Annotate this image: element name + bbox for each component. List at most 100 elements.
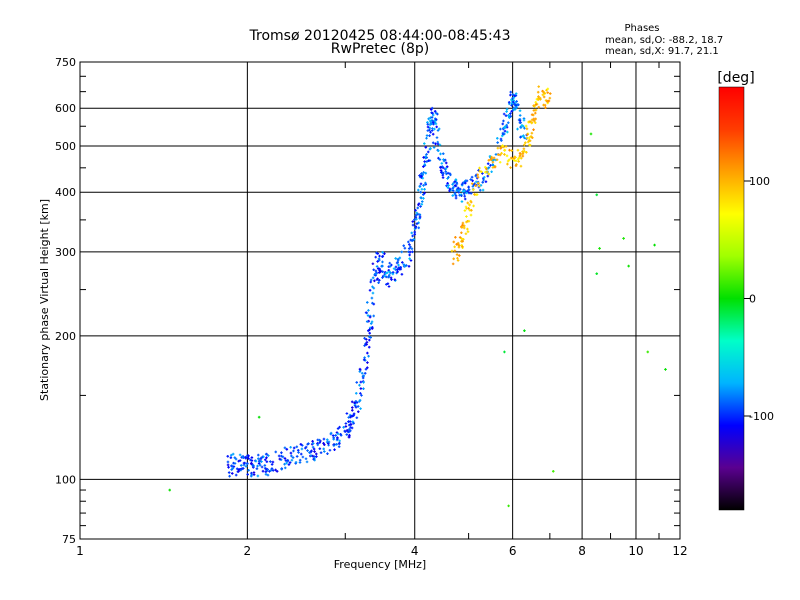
data-point xyxy=(385,271,389,274)
data-point xyxy=(532,104,535,107)
data-point xyxy=(274,468,277,472)
data-point xyxy=(405,264,408,267)
data-point xyxy=(226,460,230,464)
data-point xyxy=(374,272,378,275)
data-point xyxy=(370,327,374,330)
data-point xyxy=(435,136,439,139)
data-point xyxy=(246,473,249,476)
data-point xyxy=(313,450,316,453)
data-point xyxy=(457,244,461,248)
data-point xyxy=(390,278,393,281)
data-point xyxy=(417,188,420,192)
data-point xyxy=(371,262,375,266)
data-point xyxy=(434,122,438,126)
data-point xyxy=(595,193,599,197)
data-point xyxy=(226,463,230,467)
data-point xyxy=(445,184,448,188)
data-point xyxy=(513,94,516,98)
data-point xyxy=(463,209,467,212)
phase-heading: Phases xyxy=(624,23,659,34)
data-point xyxy=(528,120,532,123)
data-point xyxy=(433,109,437,113)
data-point xyxy=(368,328,371,331)
data-point xyxy=(318,447,322,450)
data-point xyxy=(351,420,355,424)
data-point xyxy=(259,456,263,460)
data-point xyxy=(377,281,380,285)
data-point xyxy=(436,140,440,144)
data-point xyxy=(285,461,288,465)
data-point xyxy=(414,213,418,217)
colorbar-ticks: 100 0 -100 xyxy=(744,175,774,423)
data-point xyxy=(456,259,460,262)
data-point xyxy=(347,427,351,431)
data-point xyxy=(371,285,374,289)
data-point xyxy=(522,147,526,151)
data-point xyxy=(463,197,467,201)
data-point xyxy=(392,267,396,270)
data-point xyxy=(265,460,269,463)
data-point xyxy=(537,85,541,88)
data-point xyxy=(470,182,474,185)
data-point xyxy=(228,474,231,478)
data-point xyxy=(423,164,427,167)
data-point xyxy=(400,273,404,276)
data-point xyxy=(441,172,444,175)
data-point xyxy=(408,253,411,257)
data-point xyxy=(446,182,449,185)
data-point xyxy=(446,186,450,189)
data-point xyxy=(463,189,466,193)
data-point xyxy=(283,466,287,470)
data-point xyxy=(376,267,380,270)
data-point xyxy=(403,265,407,268)
data-point xyxy=(402,263,406,266)
data-point xyxy=(513,102,516,106)
data-point xyxy=(516,127,519,131)
data-point xyxy=(537,105,541,109)
data-point xyxy=(451,194,455,197)
data-point xyxy=(370,296,374,300)
data-point xyxy=(346,430,350,434)
data-point xyxy=(371,291,375,295)
data-point xyxy=(342,426,345,429)
data-point xyxy=(445,172,448,176)
data-point xyxy=(354,391,358,395)
data-point xyxy=(622,237,625,240)
data-point xyxy=(388,265,392,268)
data-point xyxy=(280,451,283,454)
data-point xyxy=(362,374,366,378)
data-point xyxy=(515,100,518,103)
data-point xyxy=(523,143,526,147)
data-point xyxy=(530,118,534,122)
data-point xyxy=(263,458,267,462)
y-tick-label: 200 xyxy=(55,330,76,343)
data-point xyxy=(366,361,369,364)
data-point xyxy=(326,452,329,455)
data-point xyxy=(518,109,522,113)
data-point xyxy=(350,426,354,430)
data-point xyxy=(511,100,515,104)
data-point xyxy=(298,458,302,462)
data-point xyxy=(247,469,250,472)
data-point xyxy=(237,468,241,471)
data-point xyxy=(422,165,425,168)
data-point xyxy=(455,253,459,256)
data-point xyxy=(517,156,521,160)
data-point xyxy=(322,447,325,451)
data-point xyxy=(460,194,463,198)
data-point xyxy=(350,400,354,404)
data-point xyxy=(244,456,248,460)
data-point xyxy=(478,169,482,173)
data-point xyxy=(446,171,450,175)
data-point xyxy=(369,280,372,284)
data-point xyxy=(476,175,480,179)
data-point xyxy=(351,406,354,409)
data-point xyxy=(359,392,362,395)
data-point xyxy=(372,286,376,290)
data-point xyxy=(445,165,449,168)
data-point xyxy=(250,471,253,475)
data-point xyxy=(454,196,458,200)
data-point xyxy=(429,147,432,150)
data-point xyxy=(256,453,260,457)
